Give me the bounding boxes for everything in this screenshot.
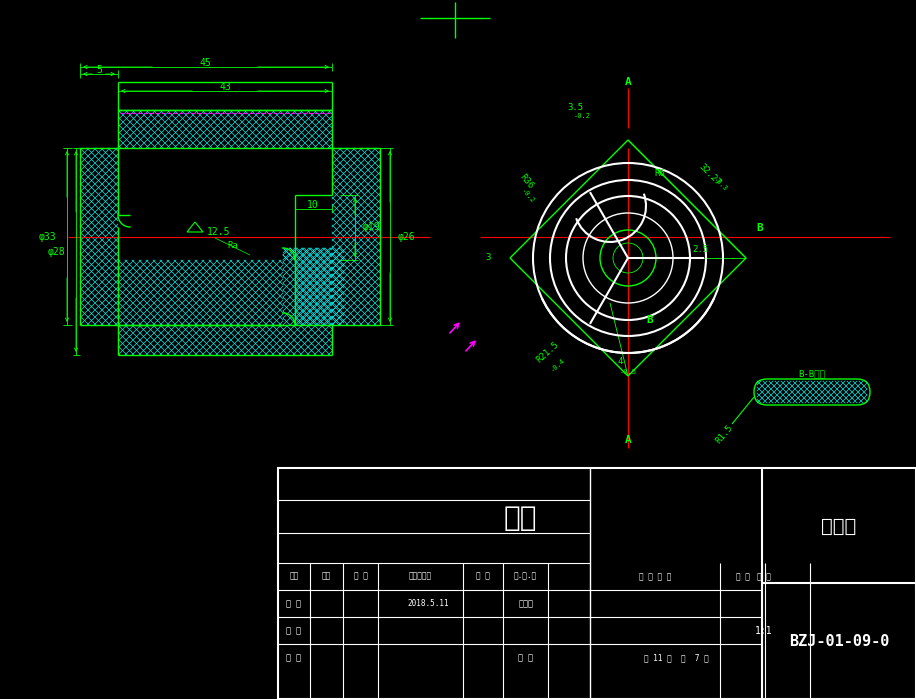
- Text: 工 艺: 工 艺: [287, 654, 301, 663]
- Bar: [278, 468, 916, 699]
- Text: 重 量: 重 量: [736, 572, 749, 582]
- Text: 标记: 标记: [289, 572, 299, 580]
- Text: -0.4: -0.4: [550, 357, 566, 373]
- Text: -0.3: -0.3: [712, 177, 728, 193]
- Text: 签 名: 签 名: [476, 572, 490, 580]
- Text: 32.27: 32.27: [697, 162, 723, 188]
- Text: 阻塞轮: 阻塞轮: [822, 517, 856, 535]
- Text: φ33: φ33: [38, 232, 56, 242]
- Text: 更改文件号: 更改文件号: [409, 572, 432, 580]
- Text: φ28: φ28: [48, 247, 65, 257]
- Text: 设 计: 设 计: [287, 600, 301, 609]
- Text: 比 例: 比 例: [757, 572, 770, 582]
- Text: 1:1: 1:1: [755, 626, 772, 636]
- Text: BZJ-01-09-0: BZJ-01-09-0: [789, 633, 889, 649]
- Text: Ra: Ra: [227, 240, 238, 250]
- Text: 审 核: 审 核: [287, 626, 301, 635]
- Text: B: B: [757, 223, 763, 233]
- Text: 43: 43: [219, 82, 231, 92]
- Text: A: A: [625, 77, 631, 87]
- Text: 2.5: 2.5: [692, 245, 708, 254]
- Text: -0.2: -0.2: [520, 187, 536, 204]
- Text: B: B: [647, 315, 653, 325]
- Text: R21.5: R21.5: [535, 340, 561, 364]
- Text: 阶 段 标 记: 阶 段 标 记: [638, 572, 671, 582]
- Text: 3.5: 3.5: [567, 103, 583, 113]
- Text: -0.5: -0.5: [619, 369, 637, 375]
- Text: -0.2: -0.2: [573, 113, 591, 119]
- Text: 5: 5: [96, 65, 102, 75]
- Text: 4: 4: [617, 357, 623, 366]
- Text: 标准化: 标准化: [518, 600, 533, 609]
- Text: 塑料: 塑料: [503, 504, 537, 532]
- Text: A: A: [625, 435, 631, 445]
- Text: 次数: 次数: [322, 572, 331, 580]
- Text: φ26: φ26: [398, 232, 416, 242]
- Text: 2018.5.11: 2018.5.11: [408, 600, 449, 609]
- Polygon shape: [679, 663, 708, 686]
- Text: 12.5: 12.5: [207, 227, 231, 237]
- Text: 分 区: 分 区: [354, 572, 367, 580]
- Text: R6: R6: [655, 169, 665, 178]
- Text: φ19: φ19: [363, 222, 381, 232]
- Text: 批 准: 批 准: [518, 654, 533, 663]
- Text: 45: 45: [199, 58, 211, 68]
- Text: 年.月.日: 年.月.日: [514, 572, 537, 580]
- Text: 3: 3: [485, 254, 491, 263]
- Text: 10: 10: [307, 200, 319, 210]
- Text: B-B剖视: B-B剖视: [799, 370, 825, 378]
- Text: 共 11 张  第  7 张: 共 11 张 第 7 张: [644, 654, 708, 663]
- Text: R36: R36: [518, 173, 535, 191]
- Text: R1.5: R1.5: [714, 423, 735, 445]
